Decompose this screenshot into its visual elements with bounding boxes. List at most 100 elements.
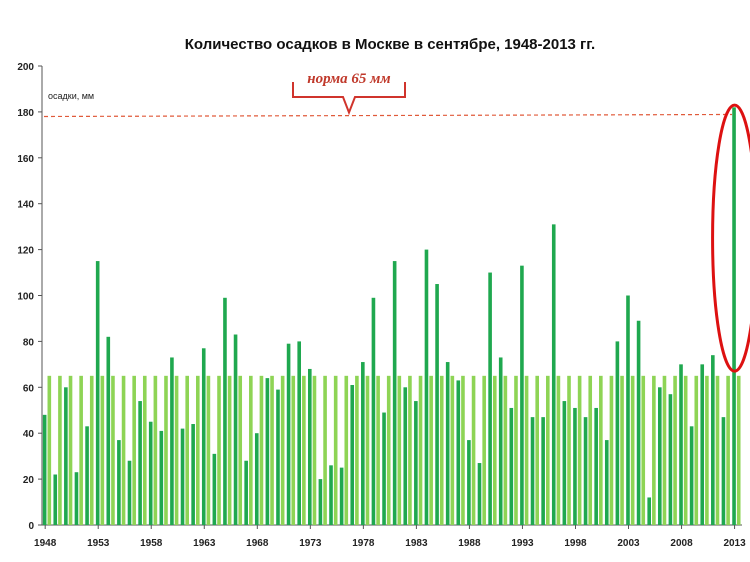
bar-norm <box>386 375 391 525</box>
bar-precipitation <box>53 474 58 525</box>
bar-norm <box>418 375 423 525</box>
x-tick-label: 1953 <box>87 538 110 549</box>
bar-precipitation <box>64 387 68 525</box>
bar-norm <box>365 375 370 525</box>
bar-precipitation <box>573 407 577 525</box>
bar-precipitation <box>276 389 280 525</box>
bar-norm <box>164 375 168 525</box>
x-tick-label: 2013 <box>723 538 746 549</box>
bar-norm <box>408 375 412 525</box>
y-tick-label: 120 <box>17 246 34 257</box>
bar-norm <box>79 375 83 525</box>
bar-norm <box>429 375 433 525</box>
bar-norm <box>153 375 158 525</box>
bar-norm <box>227 375 232 525</box>
bar-norm <box>270 375 274 525</box>
bar-precipitation <box>435 284 439 525</box>
bar-precipitation <box>721 417 726 525</box>
bar-precipitation <box>456 380 461 525</box>
bar-precipitation <box>265 378 270 525</box>
bar-norm <box>302 375 306 525</box>
bar-precipitation <box>42 414 47 525</box>
bar-precipitation <box>170 357 174 525</box>
bar-norm <box>111 375 115 525</box>
bar-norm <box>726 375 730 525</box>
bar-precipitation <box>498 357 503 525</box>
bar-norm <box>546 375 550 525</box>
bar-norm <box>652 375 656 525</box>
bar-norm <box>535 375 539 525</box>
bar-norm <box>196 375 200 525</box>
bar-norm <box>142 375 147 525</box>
bar-norm <box>344 375 349 525</box>
x-tick-label: 1948 <box>34 538 57 549</box>
bar-norm <box>355 375 359 525</box>
bar-norm <box>450 375 455 525</box>
bar-precipitation <box>647 497 651 525</box>
bar-precipitation <box>371 297 376 525</box>
bar-norm <box>47 375 52 525</box>
bar-precipitation <box>254 433 259 525</box>
y-tick-label: 200 <box>17 62 34 73</box>
x-tick-label: 2003 <box>617 538 640 549</box>
bar-norm <box>492 375 497 525</box>
bar-precipitation <box>180 428 185 525</box>
chart-title: Количество осадков в Москве в сентябре, … <box>184 36 596 53</box>
bar-norm <box>333 375 338 525</box>
bar-precipitation <box>127 460 132 525</box>
bar-precipitation <box>488 272 492 525</box>
bar-norm <box>397 375 402 525</box>
bar-norm <box>694 375 699 525</box>
bar-precipitation <box>339 467 344 525</box>
bar-norm <box>439 375 444 525</box>
bar-precipitation <box>626 295 630 525</box>
bar-norm <box>736 375 741 525</box>
bar-norm <box>630 375 635 525</box>
bar-precipitation <box>350 385 355 525</box>
bar-precipitation <box>244 460 248 525</box>
norm-brace <box>292 82 406 116</box>
bar-precipitation <box>329 465 333 525</box>
bar-precipitation <box>212 453 217 525</box>
bar-norm <box>185 375 189 525</box>
bar-precipitation <box>530 417 535 525</box>
norm-annotation-label: норма 65 мм <box>307 71 390 87</box>
bar-norm <box>524 375 529 525</box>
bar-norm <box>89 375 94 525</box>
bar-precipitation <box>403 387 408 525</box>
norm-reference-line <box>43 113 733 118</box>
y-tick-label: 20 <box>23 475 35 486</box>
bar-norm <box>461 375 465 525</box>
bar-norm <box>641 375 646 525</box>
x-tick-label: 1968 <box>246 538 269 549</box>
x-tick-label: 1998 <box>564 538 587 549</box>
bar-norm <box>68 375 73 525</box>
bar-precipitation <box>286 343 291 525</box>
bar-norm <box>482 375 486 525</box>
bar-precipitation <box>223 297 227 525</box>
bar-precipitation <box>297 341 301 525</box>
bar-norm <box>323 375 327 525</box>
bar-precipitation <box>541 417 545 525</box>
bar-norm <box>259 375 264 525</box>
bar-precipitation <box>583 417 588 525</box>
y-tick-label: 60 <box>23 383 35 394</box>
bar-precipitation <box>74 472 79 525</box>
bar-precipitation <box>191 424 195 525</box>
bar-norm <box>280 375 285 525</box>
y-axis-label: осадки, мм <box>48 91 94 101</box>
bar-precipitation <box>201 348 206 525</box>
y-tick-label: 0 <box>28 521 34 532</box>
bar-norm <box>577 375 582 525</box>
bar-precipitation <box>85 426 89 525</box>
x-tick-label: 1973 <box>299 538 322 549</box>
bar-precipitation <box>509 407 514 525</box>
bar-precipitation <box>361 362 365 525</box>
bar-precipitation <box>604 440 609 525</box>
bar-norm <box>588 375 593 525</box>
bar-norm <box>312 375 317 525</box>
bar-precipitation <box>732 107 736 525</box>
bar-norm <box>705 375 709 525</box>
y-tick-label: 80 <box>23 337 35 348</box>
bar-precipitation <box>233 334 238 525</box>
